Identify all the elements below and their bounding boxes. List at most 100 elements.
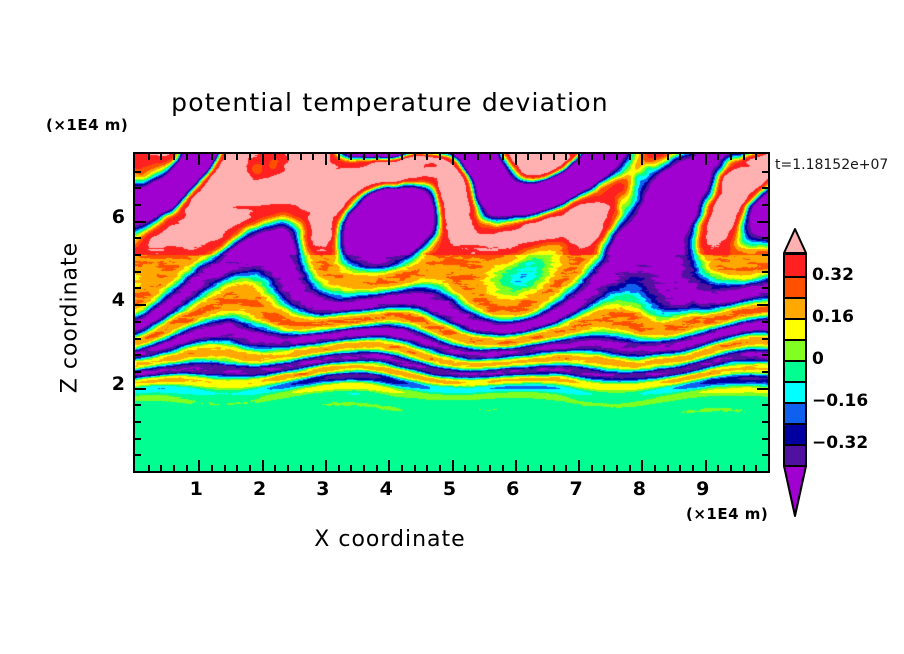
axis-tick	[388, 154, 391, 165]
axis-tick	[400, 154, 403, 160]
axis-tick	[641, 460, 644, 471]
axis-tick	[628, 154, 631, 160]
colorbar-band	[785, 381, 805, 402]
colorbar-tick-label: −0.32	[812, 433, 869, 453]
axis-tick	[426, 154, 429, 160]
axis-tick	[198, 460, 201, 471]
axis-tick	[464, 465, 467, 471]
x-axis-tick-label: 4	[379, 478, 393, 500]
axis-tick	[641, 154, 644, 165]
axis-tick	[762, 320, 768, 323]
axis-tick	[362, 154, 365, 160]
axis-tick	[762, 270, 768, 273]
axis-tick	[762, 370, 768, 373]
axis-tick	[362, 465, 365, 471]
axis-tick	[375, 154, 378, 160]
axis-tick	[514, 460, 517, 471]
axis-tick	[762, 337, 768, 340]
axis-tick	[248, 465, 251, 471]
axis-tick	[762, 187, 768, 190]
axis-tick	[135, 220, 146, 223]
x-axis-tick-label: 7	[569, 478, 583, 500]
contour-plot-area[interactable]	[133, 152, 770, 473]
axis-tick	[730, 465, 733, 471]
x-axis-tick-label: 9	[696, 478, 710, 500]
axis-tick	[762, 454, 768, 457]
axis-tick	[590, 465, 593, 471]
axis-tick	[185, 465, 188, 471]
x-axis-tick-label: 3	[316, 478, 330, 500]
colorbar-band	[785, 339, 805, 360]
axis-tick	[762, 254, 768, 257]
axis-tick	[578, 154, 581, 165]
axis-tick	[413, 465, 416, 471]
axis-tick	[603, 465, 606, 471]
axis-tick	[565, 465, 568, 471]
axis-tick	[337, 154, 340, 160]
axis-tick	[261, 460, 264, 471]
axis-tick	[236, 154, 239, 160]
colorbar-band	[785, 444, 805, 465]
axis-tick	[476, 465, 479, 471]
axis-tick	[502, 465, 505, 471]
axis-tick	[603, 154, 606, 160]
axis-tick	[135, 254, 141, 257]
axis-tick	[185, 154, 188, 160]
axis-tick	[464, 154, 467, 160]
axis-tick	[679, 154, 682, 160]
axis-tick	[502, 154, 505, 160]
axis-tick	[717, 154, 720, 160]
colorbar-tick-label: 0	[812, 349, 824, 369]
axis-tick	[489, 154, 492, 160]
colorbar-band	[785, 297, 805, 318]
axis-tick	[540, 465, 543, 471]
axis-tick	[762, 354, 768, 357]
axis-tick	[757, 220, 768, 223]
axis-tick	[757, 304, 768, 307]
axis-tick	[274, 154, 277, 160]
axis-tick	[489, 465, 492, 471]
axis-tick	[198, 154, 201, 165]
axis-tick	[135, 187, 141, 190]
axis-tick	[135, 404, 141, 407]
x-axis-unit-label: (×1E4 m)	[686, 505, 769, 523]
axis-tick	[590, 154, 593, 160]
colorbar-band	[785, 360, 805, 381]
axis-tick	[135, 170, 141, 173]
x-axis-tick-label: 1	[189, 478, 203, 500]
axis-tick	[552, 154, 555, 160]
chart-title: potential temperature deviation	[171, 88, 609, 117]
axis-tick	[299, 465, 302, 471]
colorbar-tick-label: −0.16	[812, 391, 869, 411]
axis-tick	[210, 154, 213, 160]
y-axis-tick-label: 2	[111, 372, 125, 395]
axis-tick	[755, 154, 758, 160]
axis-tick	[692, 154, 695, 160]
axis-tick	[762, 404, 768, 407]
axis-tick	[679, 465, 682, 471]
axis-tick	[135, 437, 141, 440]
axis-tick	[704, 154, 707, 165]
x-axis-title: X coordinate	[314, 527, 466, 552]
axis-tick	[730, 154, 733, 160]
colorbar-under-arrow	[783, 465, 807, 517]
axis-tick	[654, 465, 657, 471]
axis-tick	[438, 465, 441, 471]
axis-tick	[172, 465, 175, 471]
axis-tick	[514, 154, 517, 165]
axis-tick	[400, 465, 403, 471]
axis-tick	[755, 465, 758, 471]
axis-tick	[210, 465, 213, 471]
axis-tick	[299, 154, 302, 160]
axis-tick	[172, 154, 175, 160]
axis-tick	[451, 460, 454, 471]
axis-tick	[742, 465, 745, 471]
axis-tick	[324, 154, 327, 165]
axis-tick	[135, 354, 141, 357]
y-axis-tick-label: 4	[111, 289, 125, 312]
axis-tick	[666, 154, 669, 160]
y-axis-tick-label: 6	[111, 205, 125, 228]
colorbar[interactable]	[783, 253, 807, 467]
axis-tick	[438, 154, 441, 160]
x-axis-tick-label: 2	[252, 478, 267, 500]
